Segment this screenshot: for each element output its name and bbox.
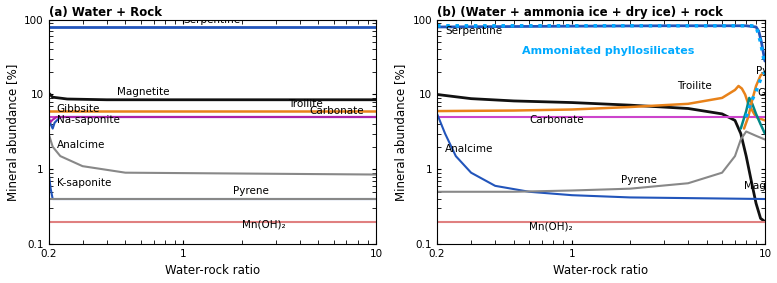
Y-axis label: Mineral abundance [%]: Mineral abundance [%] [5, 63, 19, 201]
Y-axis label: Mineral abundance [%]: Mineral abundance [%] [394, 63, 407, 201]
X-axis label: Water-rock ratio: Water-rock ratio [553, 264, 649, 277]
Text: Troilite: Troilite [288, 99, 323, 109]
Text: Magnetite: Magnetite [117, 87, 169, 97]
Text: Pyrene: Pyrene [621, 175, 657, 185]
Text: Analcime: Analcime [57, 140, 105, 151]
Text: Ammoniated phyllosilicates: Ammoniated phyllosilicates [522, 46, 694, 56]
Text: Magnetite: Magnetite [744, 181, 777, 191]
Text: Analcime: Analcime [445, 144, 493, 154]
Text: (a) Water + Rock: (a) Water + Rock [49, 6, 162, 19]
Text: Gibbsite: Gibbsite [57, 104, 100, 114]
Text: Serpentine: Serpentine [445, 26, 502, 36]
Text: K-saponite: K-saponite [57, 178, 111, 188]
Text: Na-saponite: Na-saponite [57, 115, 120, 125]
Text: Carbonate: Carbonate [529, 115, 584, 125]
Text: Troilite: Troilite [677, 81, 712, 91]
Text: Mn(OH)₂: Mn(OH)₂ [529, 222, 573, 232]
Text: Mn(OH)₂: Mn(OH)₂ [242, 220, 285, 230]
Text: Carbonate: Carbonate [309, 106, 364, 116]
Text: Serpentine: Serpentine [183, 15, 241, 25]
X-axis label: Water-rock ratio: Water-rock ratio [165, 264, 260, 277]
Text: Gibbsite: Gibbsite [757, 88, 777, 98]
Text: Pyrene: Pyrene [232, 186, 269, 196]
Text: Pyrite: Pyrite [756, 66, 777, 76]
Text: (b) (Water + ammonia ice + dry ice) + rock: (b) (Water + ammonia ice + dry ice) + ro… [437, 6, 723, 19]
